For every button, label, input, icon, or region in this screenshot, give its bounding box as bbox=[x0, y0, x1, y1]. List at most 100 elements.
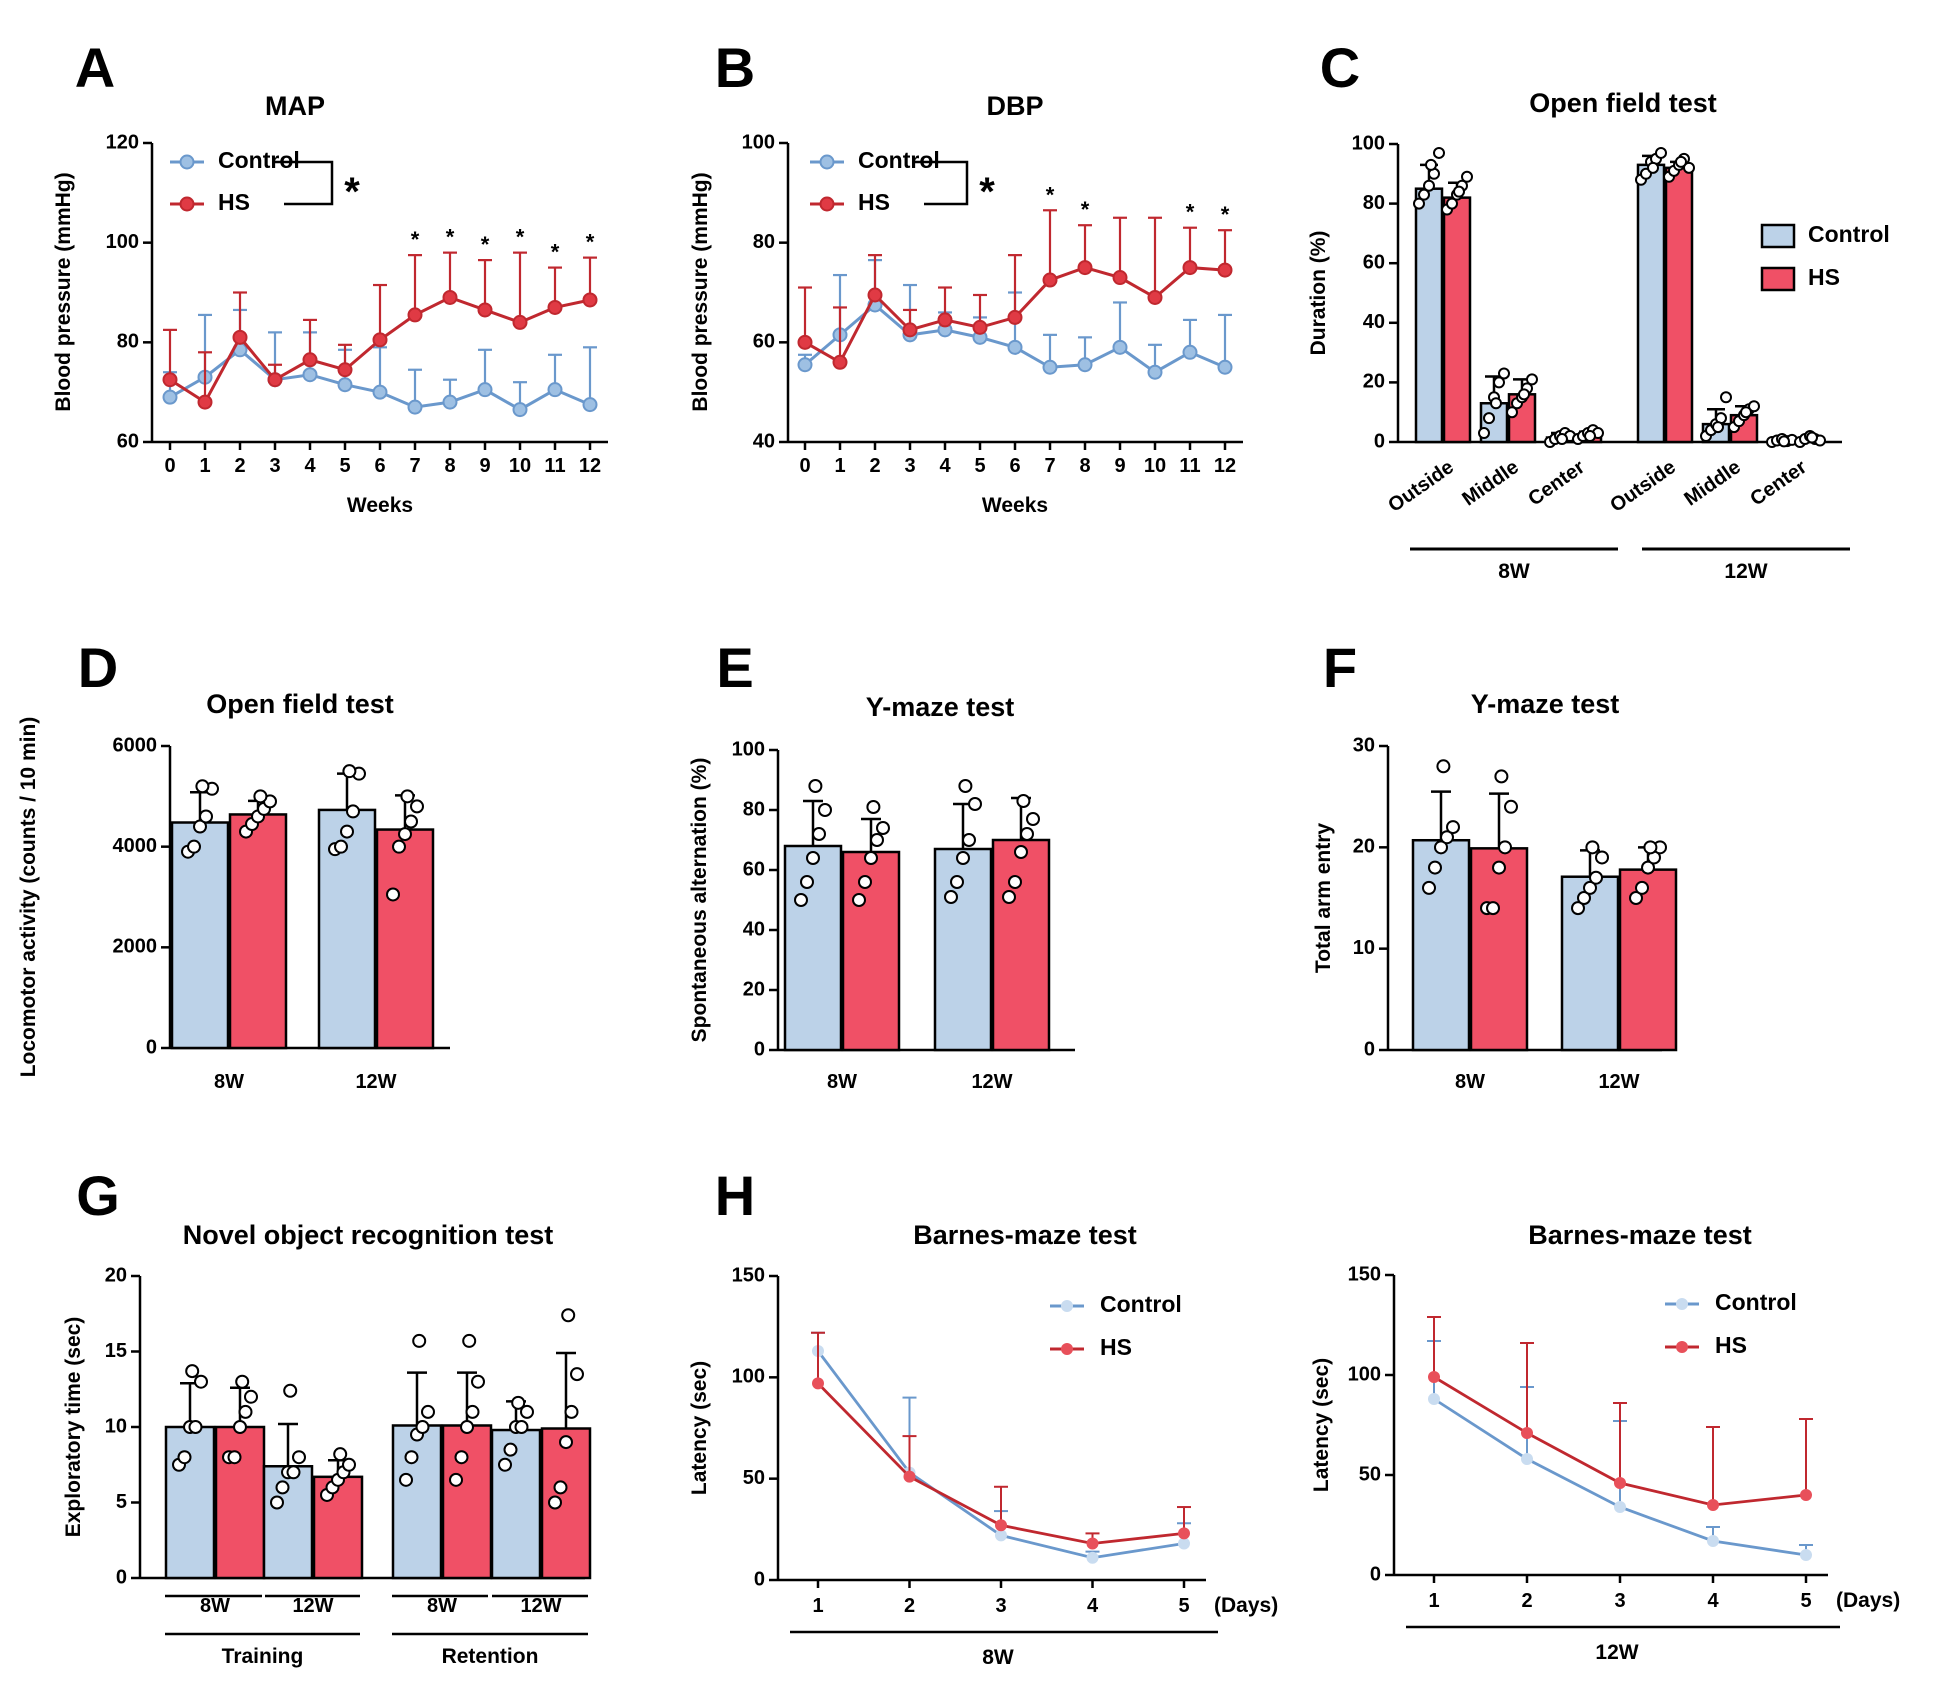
x-category-label: 12W bbox=[292, 1595, 333, 1617]
group-label: 8W bbox=[1498, 560, 1530, 583]
bar bbox=[441, 1424, 493, 1580]
data-point bbox=[864, 851, 878, 865]
y-tick-label: 15 bbox=[105, 1340, 127, 1362]
chart-F: F Y-maze test Total arm entry 0 10 20 30 8W 12W bbox=[1312, 636, 1678, 1093]
y-tick-label: 5 bbox=[116, 1491, 127, 1513]
x-tick-label: 12 bbox=[1214, 455, 1236, 477]
significance-star: * bbox=[586, 230, 595, 255]
data-point bbox=[561, 1308, 576, 1323]
y-tick-label: 0 bbox=[1370, 1563, 1381, 1585]
legend-swatch bbox=[1760, 266, 1796, 292]
data-point bbox=[1042, 272, 1058, 288]
y-tick-label: 80 bbox=[117, 331, 139, 353]
data-point bbox=[1178, 1537, 1190, 1550]
data-point bbox=[1020, 827, 1034, 841]
legend-label: HS bbox=[1100, 1334, 1132, 1360]
bar bbox=[164, 1425, 216, 1580]
y-tick-label: 0 bbox=[116, 1566, 127, 1588]
data-point bbox=[1595, 850, 1609, 865]
x-tick-label: 4 bbox=[939, 455, 951, 477]
x-axis-label: (Days) bbox=[1836, 1589, 1900, 1612]
data-point bbox=[195, 779, 210, 794]
data-point bbox=[193, 819, 207, 834]
data-point bbox=[968, 797, 982, 811]
data-point bbox=[962, 833, 976, 847]
panel-label: A bbox=[75, 36, 115, 99]
bar bbox=[1414, 187, 1444, 444]
data-point bbox=[1042, 359, 1058, 375]
x-category-label: 8W bbox=[200, 1595, 230, 1617]
data-point bbox=[253, 789, 268, 804]
data-point bbox=[1740, 406, 1752, 419]
bar bbox=[1664, 166, 1694, 444]
data-point bbox=[564, 1404, 579, 1419]
data-point bbox=[407, 307, 423, 323]
x-tick-label: 5 bbox=[339, 455, 350, 477]
data-point bbox=[442, 394, 458, 410]
data-point bbox=[1413, 197, 1425, 210]
data-point bbox=[1556, 433, 1568, 446]
y-tick-label: 2000 bbox=[113, 936, 158, 958]
data-point bbox=[302, 352, 318, 368]
x-category-label: 8W bbox=[214, 1071, 244, 1093]
data-point bbox=[1585, 840, 1600, 855]
x-tick-label: 2 bbox=[1521, 1590, 1532, 1612]
data-point bbox=[1086, 1551, 1099, 1564]
data-point bbox=[547, 299, 563, 315]
data-point bbox=[232, 329, 248, 345]
significance-star: * bbox=[1081, 197, 1090, 222]
x-tick-label: 9 bbox=[479, 455, 490, 477]
y-axis-label: Blood pressure (mmHg) bbox=[52, 172, 75, 411]
y-tick-label: 100 bbox=[732, 738, 765, 760]
x-category-label: Outside bbox=[1384, 456, 1458, 517]
bar bbox=[1560, 875, 1620, 1052]
y-tick-label: 100 bbox=[742, 131, 775, 153]
significance-bracket bbox=[272, 160, 334, 206]
x-tick-label: 6 bbox=[374, 455, 385, 477]
group-label: Training bbox=[222, 1645, 304, 1668]
y-tick-label: 0 bbox=[1364, 1038, 1375, 1060]
x-category-label: Outside bbox=[1606, 456, 1680, 517]
data-point bbox=[1483, 412, 1495, 425]
data-point bbox=[462, 1333, 477, 1348]
data-point bbox=[404, 1450, 419, 1465]
legend-label: Control bbox=[1808, 221, 1890, 247]
data-point bbox=[937, 312, 953, 328]
y-tick-label: 6000 bbox=[113, 734, 158, 756]
chart-title: Y-maze test bbox=[1471, 689, 1620, 719]
data-point bbox=[812, 1377, 824, 1390]
x-category-label: 8W bbox=[1455, 1071, 1485, 1093]
chart-title: Novel object recognition test bbox=[183, 1220, 554, 1250]
x-category-label: Middle bbox=[1458, 456, 1523, 510]
legend-marker bbox=[1061, 1300, 1073, 1312]
data-point bbox=[372, 332, 388, 348]
y-tick-label: 0 bbox=[1374, 430, 1385, 452]
data-point bbox=[858, 875, 872, 889]
x-tick-label: 1 bbox=[1428, 1590, 1439, 1612]
data-point bbox=[1086, 1537, 1099, 1550]
data-point bbox=[235, 1374, 250, 1389]
data-point bbox=[520, 1404, 534, 1419]
data-point bbox=[454, 1450, 469, 1465]
data-point bbox=[197, 394, 213, 410]
data-point bbox=[1778, 435, 1790, 448]
bar bbox=[1618, 868, 1678, 1052]
data-point bbox=[1707, 1535, 1719, 1547]
y-tick-label: 50 bbox=[743, 1467, 765, 1489]
data-point bbox=[1147, 364, 1163, 380]
data-point bbox=[442, 289, 458, 305]
group-significance-star: * bbox=[344, 170, 360, 214]
x-tick-label: 11 bbox=[544, 455, 565, 477]
x-category-label: 8W bbox=[827, 1071, 857, 1093]
y-tick-label: 20 bbox=[743, 978, 765, 1000]
panel-label: F bbox=[1323, 636, 1357, 699]
data-point bbox=[471, 1374, 485, 1389]
data-point bbox=[1518, 388, 1530, 401]
data-point bbox=[1521, 1427, 1533, 1439]
data-point bbox=[950, 875, 964, 889]
group-label: 12W bbox=[1724, 560, 1767, 583]
data-point bbox=[162, 372, 178, 388]
data-point bbox=[548, 1495, 562, 1510]
data-point bbox=[449, 1472, 463, 1487]
x-tick-label: 1 bbox=[834, 455, 845, 477]
